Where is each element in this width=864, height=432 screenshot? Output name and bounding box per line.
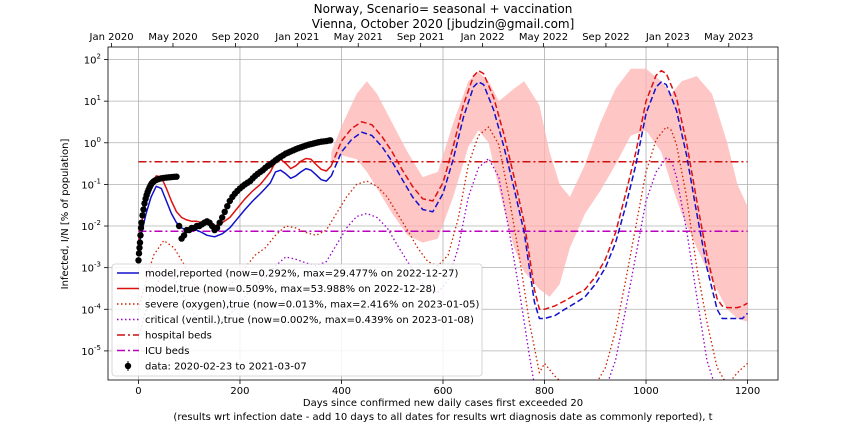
data-point [136,244,143,251]
x-tick-label: 600 [433,386,452,397]
hline-layer [138,161,748,232]
chart-title-line2: Vienna, October 2020 [jbudzin@gmail.com] [312,17,575,31]
band-layer [331,68,748,322]
series-line [137,157,714,380]
legend-label: model,reported (now=0.292%, max=29.477% … [145,269,459,280]
top-tick-label: Jan 2023 [645,32,690,43]
legend-label: critical (ventil.),true (now=0.002%, max… [145,315,474,326]
x-tick-label: 800 [535,386,554,397]
top-tick-label: May 2023 [704,32,753,43]
y-tick-label: 101 [84,94,101,108]
data-point [175,222,183,230]
data-point [219,214,226,221]
data-point [327,137,334,144]
series-line [330,81,749,320]
legend-label: model,true (now=0.509%, max=53.988% on 2… [145,284,436,295]
top-tick-label: May 2021 [334,32,383,43]
uncertainty-band [331,68,748,322]
top-tick-label: May 2022 [519,32,568,43]
data-point [138,219,145,226]
data-point [216,219,223,226]
x-tick-label: 1200 [735,386,760,397]
top-tick-label: Jan 2022 [460,32,505,43]
data-point [173,173,180,180]
data-point [221,208,228,215]
y-tick-label: 10-2 [81,219,101,233]
legend-label: data: 2020-02-23 to 2021-03-07 [145,362,307,373]
y-tick-label: 10-5 [81,344,101,358]
series-line [137,167,332,248]
x-axis-label-line1: Days since confirmed new daily cases fir… [303,398,583,409]
chart-title-line1: Norway, Scenario= seasonal + vaccination [314,2,573,16]
top-tick-label: Sep 2022 [582,32,629,43]
data-point [139,212,146,219]
data-point [213,224,221,232]
top-tick-label: Jan 2020 [89,32,134,43]
legend: model,reported (now=0.292%, max=29.477% … [111,263,483,377]
data-point [135,257,142,264]
data-point [136,239,144,246]
legend-box [111,263,483,377]
series-line [330,69,748,311]
data-points-layer [135,137,334,264]
top-tick-label: Sep 2021 [397,32,444,43]
top-tick-label: May 2020 [148,32,197,43]
data-point [137,224,145,232]
x-axis-label-line2: (results wrt infection date - add 10 day… [173,412,712,423]
data-point [224,203,231,210]
y-tick-label: 10-3 [81,261,101,275]
legend-label: hospital beds [145,331,212,342]
series-line [137,157,332,243]
y-axis-ticks: 10-5 10-4 10-3 10-2 10-1 100 101 102 [81,53,108,358]
top-tick-label: Jan 2021 [274,32,319,43]
legend-label: severe (oxygen),true (now=0.013%, max=2.… [145,300,479,311]
top-axis-ticks: Jan 2020 May 2020 Sep 2020 Jan 2021 May 2021… [89,32,753,47]
x-tick-label: 200 [230,386,249,397]
y-tick-label: 100 [84,136,101,150]
data-point [140,206,147,213]
top-tick-label: Sep 2020 [212,32,259,43]
x-tick-label: 400 [332,386,351,397]
y-tick-label: 102 [84,53,101,67]
y-axis-label: Infected, I/N [% of population] [60,139,71,290]
x-tick-label: 1000 [633,386,658,397]
y-tick-label: 10-4 [81,302,101,316]
data-point [180,232,188,239]
x-axis-ticks: 0 200 400 600 800 1000 1200 [135,380,760,397]
data-point [135,250,143,257]
y-tick-label: 10-1 [81,177,101,191]
x-tick-label: 0 [135,386,141,397]
legend-label: ICU beds [145,346,190,357]
data-point [137,232,144,239]
